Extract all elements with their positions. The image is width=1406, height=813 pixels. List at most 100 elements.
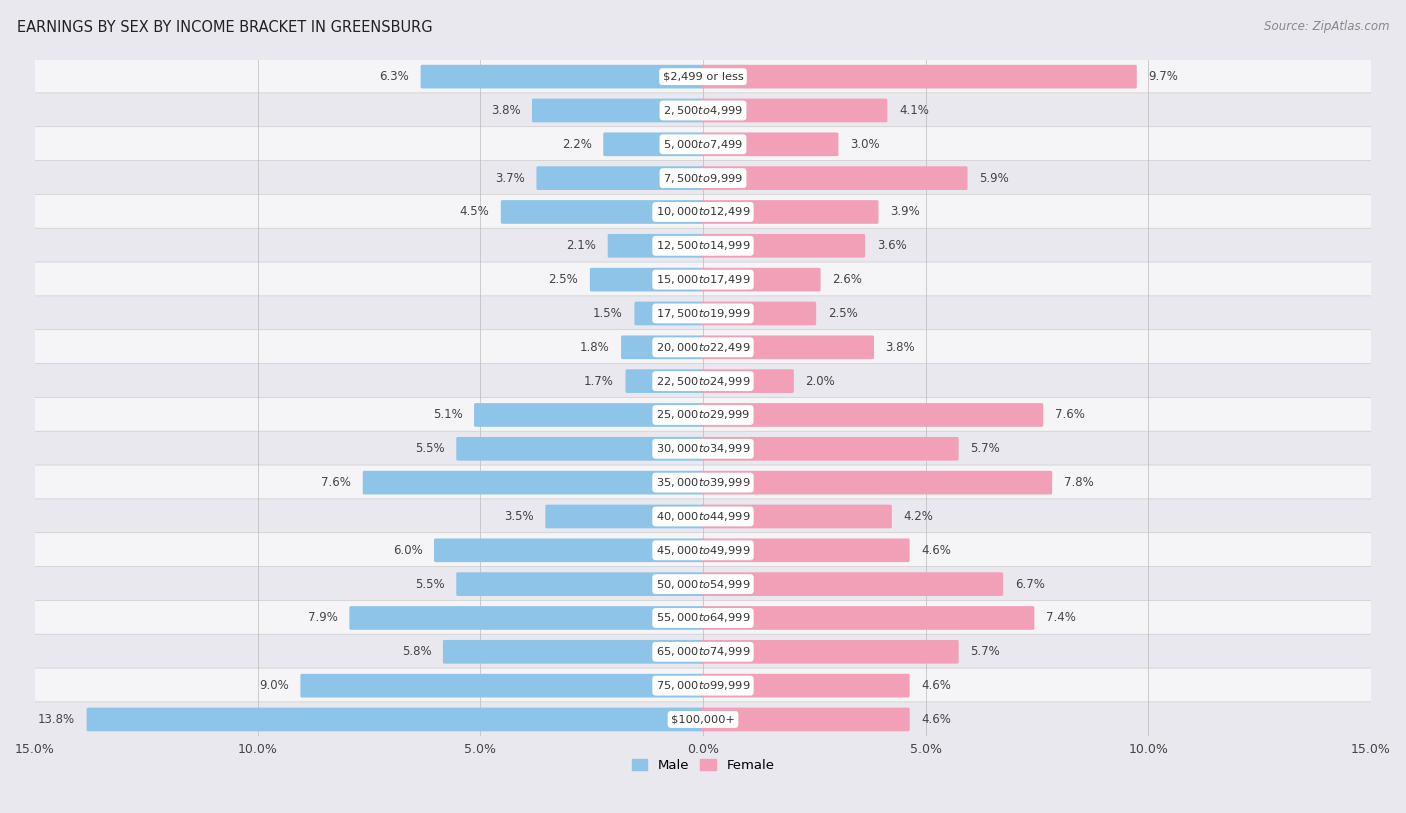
Text: EARNINGS BY SEX BY INCOME BRACKET IN GREENSBURG: EARNINGS BY SEX BY INCOME BRACKET IN GRE… <box>17 20 433 35</box>
Text: $10,000 to $12,499: $10,000 to $12,499 <box>655 206 751 219</box>
Text: 5.8%: 5.8% <box>402 646 432 659</box>
Text: 2.0%: 2.0% <box>806 375 835 388</box>
Text: 9.7%: 9.7% <box>1149 70 1178 83</box>
Text: $20,000 to $22,499: $20,000 to $22,499 <box>655 341 751 354</box>
FancyBboxPatch shape <box>34 363 1372 398</box>
FancyBboxPatch shape <box>702 505 891 528</box>
Text: 4.6%: 4.6% <box>921 544 950 557</box>
FancyBboxPatch shape <box>702 65 1137 89</box>
FancyBboxPatch shape <box>591 267 704 292</box>
Text: 2.6%: 2.6% <box>832 273 862 286</box>
Text: 4.2%: 4.2% <box>904 510 934 523</box>
Text: 3.0%: 3.0% <box>851 137 880 150</box>
FancyBboxPatch shape <box>34 398 1372 433</box>
FancyBboxPatch shape <box>34 296 1372 331</box>
Text: $25,000 to $29,999: $25,000 to $29,999 <box>655 408 751 421</box>
FancyBboxPatch shape <box>531 98 704 122</box>
FancyBboxPatch shape <box>702 302 815 325</box>
Text: 2.2%: 2.2% <box>562 137 592 150</box>
Text: $2,499 or less: $2,499 or less <box>662 72 744 81</box>
FancyBboxPatch shape <box>34 262 1372 298</box>
FancyBboxPatch shape <box>474 403 704 427</box>
FancyBboxPatch shape <box>34 93 1372 128</box>
FancyBboxPatch shape <box>702 234 865 258</box>
FancyBboxPatch shape <box>34 499 1372 534</box>
Text: 1.7%: 1.7% <box>583 375 614 388</box>
Text: 7.6%: 7.6% <box>322 476 352 489</box>
FancyBboxPatch shape <box>702 167 967 190</box>
FancyBboxPatch shape <box>621 336 704 359</box>
FancyBboxPatch shape <box>34 160 1372 196</box>
Text: 3.6%: 3.6% <box>877 239 907 252</box>
FancyBboxPatch shape <box>434 538 704 562</box>
FancyBboxPatch shape <box>702 133 838 156</box>
Text: $75,000 to $99,999: $75,000 to $99,999 <box>655 679 751 692</box>
Text: 1.5%: 1.5% <box>593 307 623 320</box>
FancyBboxPatch shape <box>34 634 1372 669</box>
FancyBboxPatch shape <box>702 572 1004 596</box>
FancyBboxPatch shape <box>537 167 704 190</box>
FancyBboxPatch shape <box>34 431 1372 467</box>
Legend: Male, Female: Male, Female <box>626 754 780 777</box>
Text: 5.1%: 5.1% <box>433 408 463 421</box>
FancyBboxPatch shape <box>34 330 1372 365</box>
Text: 1.8%: 1.8% <box>579 341 609 354</box>
FancyBboxPatch shape <box>34 127 1372 162</box>
FancyBboxPatch shape <box>702 606 1035 630</box>
Text: 4.6%: 4.6% <box>921 679 950 692</box>
Text: $7,500 to $9,999: $7,500 to $9,999 <box>664 172 742 185</box>
Text: 7.4%: 7.4% <box>1046 611 1076 624</box>
FancyBboxPatch shape <box>349 606 704 630</box>
FancyBboxPatch shape <box>34 59 1372 94</box>
FancyBboxPatch shape <box>702 437 959 461</box>
Text: 7.9%: 7.9% <box>308 611 337 624</box>
Text: 13.8%: 13.8% <box>38 713 75 726</box>
Text: 6.3%: 6.3% <box>380 70 409 83</box>
Text: 4.6%: 4.6% <box>921 713 950 726</box>
Text: $55,000 to $64,999: $55,000 to $64,999 <box>655 611 751 624</box>
FancyBboxPatch shape <box>702 369 794 393</box>
Text: 5.7%: 5.7% <box>970 646 1000 659</box>
FancyBboxPatch shape <box>443 640 704 663</box>
Text: $50,000 to $54,999: $50,000 to $54,999 <box>655 577 751 590</box>
FancyBboxPatch shape <box>702 403 1043 427</box>
FancyBboxPatch shape <box>87 707 704 732</box>
FancyBboxPatch shape <box>34 194 1372 229</box>
Text: $65,000 to $74,999: $65,000 to $74,999 <box>655 646 751 659</box>
Text: $30,000 to $34,999: $30,000 to $34,999 <box>655 442 751 455</box>
FancyBboxPatch shape <box>702 707 910 732</box>
Text: 3.8%: 3.8% <box>886 341 915 354</box>
FancyBboxPatch shape <box>420 65 704 89</box>
Text: $5,000 to $7,499: $5,000 to $7,499 <box>664 137 742 150</box>
Text: 6.7%: 6.7% <box>1015 577 1045 590</box>
FancyBboxPatch shape <box>603 133 704 156</box>
FancyBboxPatch shape <box>702 98 887 122</box>
FancyBboxPatch shape <box>34 668 1372 703</box>
Text: 3.8%: 3.8% <box>491 104 520 117</box>
Text: 5.5%: 5.5% <box>415 577 444 590</box>
FancyBboxPatch shape <box>501 200 704 224</box>
FancyBboxPatch shape <box>34 533 1372 568</box>
FancyBboxPatch shape <box>702 538 910 562</box>
FancyBboxPatch shape <box>702 640 959 663</box>
Text: 5.7%: 5.7% <box>970 442 1000 455</box>
Text: $12,500 to $14,999: $12,500 to $14,999 <box>655 239 751 252</box>
FancyBboxPatch shape <box>34 567 1372 602</box>
Text: 3.7%: 3.7% <box>495 172 524 185</box>
FancyBboxPatch shape <box>607 234 704 258</box>
FancyBboxPatch shape <box>702 674 910 698</box>
Text: 3.9%: 3.9% <box>890 206 920 219</box>
Text: $22,500 to $24,999: $22,500 to $24,999 <box>655 375 751 388</box>
Text: $2,500 to $4,999: $2,500 to $4,999 <box>664 104 742 117</box>
FancyBboxPatch shape <box>34 228 1372 263</box>
FancyBboxPatch shape <box>626 369 704 393</box>
Text: 7.8%: 7.8% <box>1064 476 1094 489</box>
Text: $17,500 to $19,999: $17,500 to $19,999 <box>655 307 751 320</box>
Text: 7.6%: 7.6% <box>1054 408 1084 421</box>
Text: Source: ZipAtlas.com: Source: ZipAtlas.com <box>1264 20 1389 33</box>
Text: $100,000+: $100,000+ <box>671 715 735 724</box>
Text: 9.0%: 9.0% <box>259 679 288 692</box>
FancyBboxPatch shape <box>702 267 821 292</box>
FancyBboxPatch shape <box>363 471 704 494</box>
FancyBboxPatch shape <box>457 437 704 461</box>
